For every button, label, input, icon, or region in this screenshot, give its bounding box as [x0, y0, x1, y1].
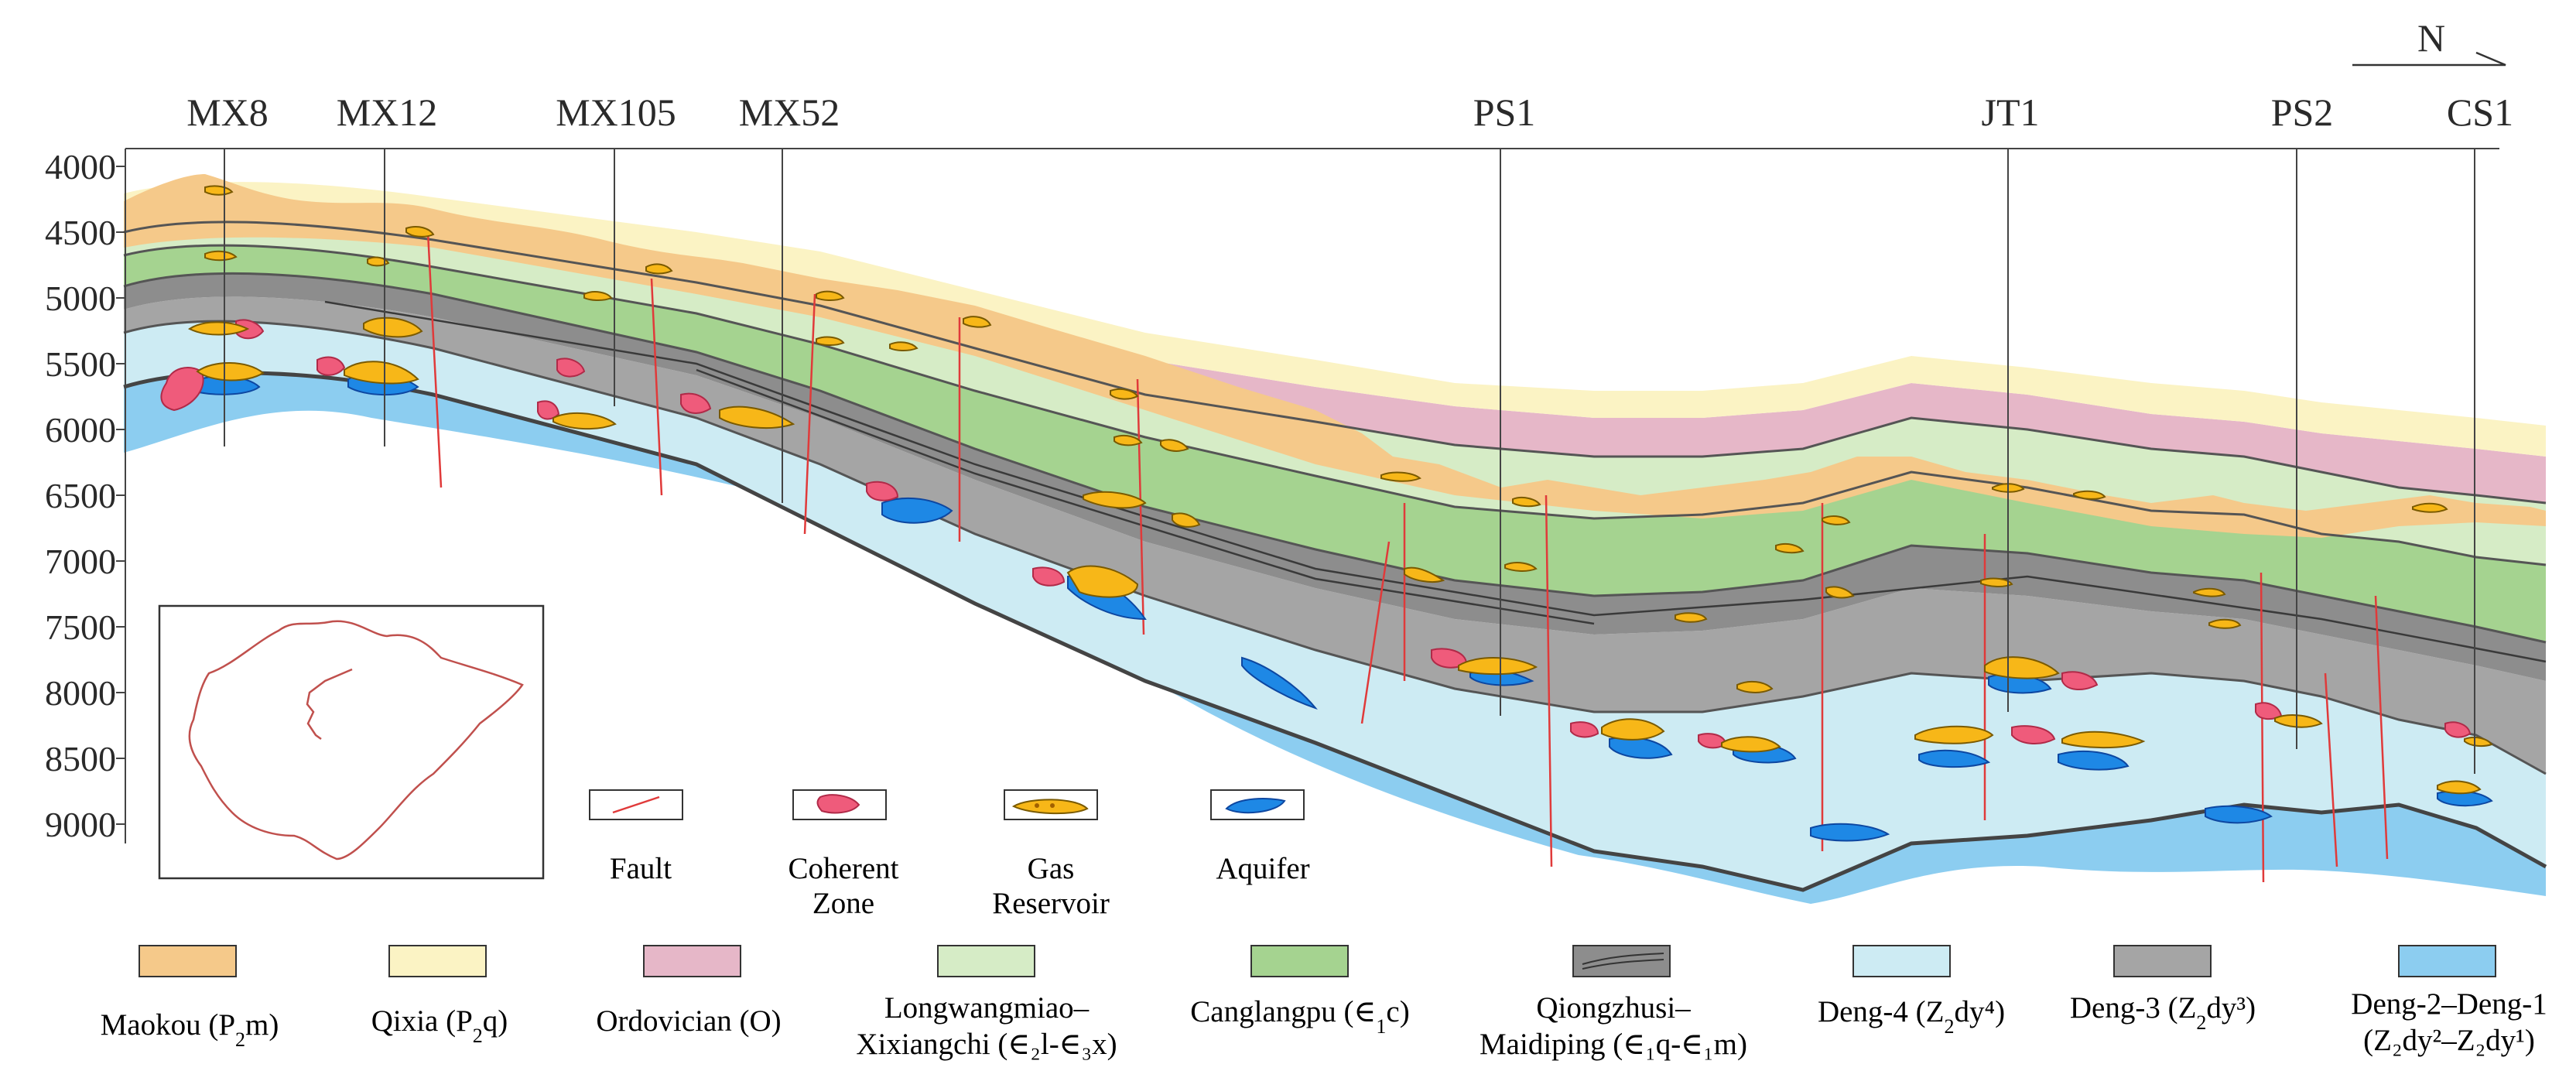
legend-aquifer: Aquifer [1210, 789, 1310, 885]
swatch-deng21 [2398, 945, 2496, 977]
well-label-ps1: PS1 [1473, 91, 1536, 134]
north-arrow-icon [2352, 51, 2506, 67]
depth-label: 7500 [45, 607, 116, 647]
well-label-mx52: MX52 [739, 91, 840, 134]
swatch-qiongzhusi [1572, 945, 1671, 977]
well-label-cs1: CS1 [2447, 91, 2513, 134]
depth-label: 4000 [45, 147, 116, 186]
swatch-maokou [139, 945, 237, 977]
faults [426, 231, 2389, 883]
layer-longwangmiao [124, 221, 2546, 565]
well-label-ps2: PS2 [2271, 91, 2334, 134]
well-label-jt1: JT1 [1982, 91, 2040, 134]
swatch-deng3 [2113, 945, 2212, 977]
depth-ticks [116, 166, 125, 825]
legend-ordovician-label: Ordovician (O) [596, 1004, 781, 1038]
depth-label: 8500 [45, 739, 116, 778]
legend-deng21-label-2: (Z₂dy²–Z₂dy¹) [2363, 1024, 2535, 1057]
legend-canglangpu-label: Canglangpu (∈1c) [1190, 995, 1409, 1038]
layer-deng-2-1 [124, 372, 2546, 904]
well-labels: MX8 MX12 MX105 MX52 PS1 JT1 PS2 CS1 [186, 91, 2513, 134]
strata-legend: Maokou (P2m) Qixia (P2q) Ordovician (O) … [101, 945, 2547, 1061]
north-label: N [2417, 16, 2445, 60]
legend-coherent: Coherent Zone [789, 789, 899, 920]
legend-gas: Gas Reservoir [992, 789, 1110, 920]
legend-fault-label: Fault [610, 852, 672, 885]
section-line-trace [306, 668, 353, 741]
depth-labels: 4000 4500 5000 5500 6000 6500 7000 7500 … [45, 147, 116, 844]
depth-label: 4500 [45, 213, 116, 252]
legend-gas-label-1: Gas [1028, 852, 1075, 885]
legend-coherent-label-2: Zone [812, 887, 874, 920]
swatch-canglangpu [1250, 945, 1349, 977]
legend-maokou-label: Maokou (P2m) [101, 1008, 279, 1051]
legend-qiongzhusi-label-1: Qiongzhusi– [1536, 991, 1691, 1025]
legend-deng21-label-1: Deng-2–Deng-1 [2351, 987, 2547, 1021]
legend-qixia-label: Qixia (P2q) [371, 1004, 508, 1047]
swatch-longwangmiao [937, 945, 1035, 977]
legend-coherent-label-1: Coherent [789, 852, 899, 885]
well-lines [224, 149, 2475, 774]
coherent-zones [160, 319, 2472, 749]
legend-longwangmiao-label-2: Xixiangchi (∈₂l-∈₃x) [856, 1028, 1117, 1061]
swatch-qixia [388, 945, 487, 977]
location-inset [158, 604, 545, 880]
north-arrow: N [2352, 16, 2506, 67]
legend-longwangmiao-label-1: Longwangmiao– [884, 991, 1090, 1025]
legend-gas-label-2: Reservoir [992, 887, 1110, 920]
legend-fault: Fault [589, 789, 683, 885]
layer-qixia [124, 182, 2546, 457]
coherent-symbol-icon [816, 794, 860, 814]
legend-deng4-label: Deng-4 (Z2dy⁴) [1818, 995, 2005, 1038]
basin-outline [188, 620, 524, 860]
aquifer-symbol-icon [1225, 798, 1286, 814]
depth-label: 9000 [45, 805, 116, 844]
depth-label: 7000 [45, 542, 116, 581]
depth-label: 6000 [45, 410, 116, 450]
layer-maokou [124, 174, 2546, 538]
well-label-mx12: MX12 [337, 91, 438, 134]
depth-label: 8000 [45, 673, 116, 713]
legend-qiongzhusi-label-2: Maidiping (∈₁q-∈₁m) [1480, 1028, 1747, 1061]
swatch-deng4 [1852, 945, 1951, 977]
depth-label: 5000 [45, 279, 116, 318]
swatch-ordovician [643, 945, 741, 977]
symbol-legend: Fault Coherent Zone Gas Reservoir Aquife… [589, 789, 1310, 920]
gas-reservoirs [187, 185, 2493, 795]
legend-deng3-label: Deng-3 (Z2dy³) [2070, 991, 2256, 1034]
well-label-mx8: MX8 [186, 91, 269, 134]
depth-label: 6500 [45, 476, 116, 515]
qiongzhusi-internal-lines [324, 300, 2547, 663]
fault-symbol-icon [612, 795, 660, 814]
well-label-mx105: MX105 [556, 91, 676, 134]
layer-deng-4 [124, 321, 2546, 890]
legend-aquifer-label: Aquifer [1216, 852, 1309, 885]
depth-label: 5500 [45, 344, 116, 384]
layer-canglangpu [124, 245, 2546, 643]
